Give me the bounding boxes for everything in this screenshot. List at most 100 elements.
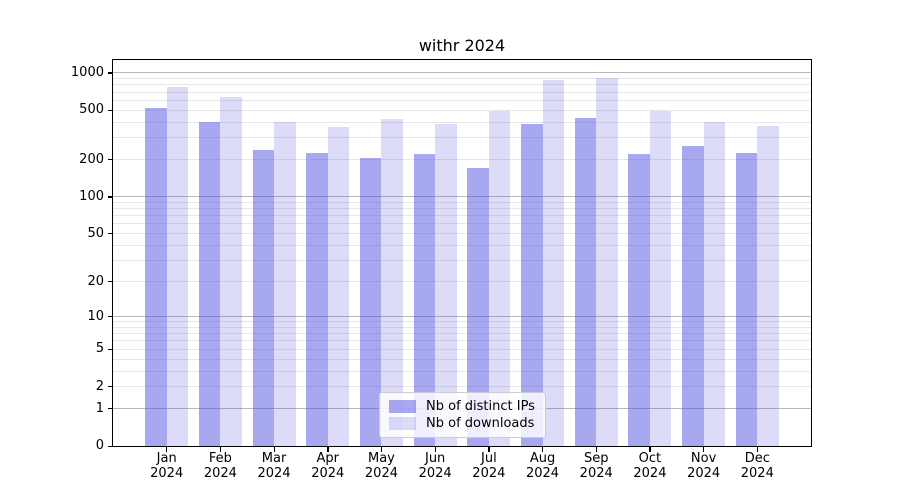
x-axis-tick-label: Apr 2024 xyxy=(311,451,345,481)
minor-gridline xyxy=(113,326,811,328)
bar-feb-distinct-ips xyxy=(198,121,221,446)
x-axis-tick xyxy=(219,447,222,452)
minor-gridline xyxy=(113,233,811,235)
legend: Nb of distinct IPs Nb of downloads xyxy=(379,392,546,438)
x-axis-tick xyxy=(595,447,598,452)
minor-gridline xyxy=(113,109,811,111)
minor-gridline xyxy=(113,201,811,203)
bar-may-downloads xyxy=(381,119,403,446)
bar-sep-distinct-ips xyxy=(574,118,597,446)
minor-gridline xyxy=(113,159,811,161)
y-axis-tick-label: 5 xyxy=(95,341,104,357)
minor-gridline xyxy=(113,321,811,323)
x-axis-tick xyxy=(488,447,490,452)
minor-gridline xyxy=(113,370,811,372)
y-axis-tick-label: 500 xyxy=(79,102,104,118)
minor-gridline xyxy=(113,78,811,80)
bar-apr-downloads xyxy=(327,127,350,446)
bar-jan-distinct-ips xyxy=(145,108,167,446)
bar-jun-distinct-ips xyxy=(413,154,436,446)
y-axis-tick-label: 1 xyxy=(95,400,104,416)
minor-gridline xyxy=(113,121,811,123)
plot-area xyxy=(113,60,811,446)
y-axis-tick xyxy=(108,72,113,74)
bar-may-distinct-ips xyxy=(359,158,382,446)
x-axis-tick-label: Nov 2024 xyxy=(687,451,721,481)
legend-item-downloads: Nb of downloads xyxy=(389,416,536,431)
bar-apr-distinct-ips xyxy=(306,153,328,446)
bar-aug-distinct-ips xyxy=(521,123,543,446)
y-axis-tick xyxy=(108,109,113,112)
minor-gridline xyxy=(113,99,811,101)
minor-gridline xyxy=(113,137,811,139)
bar-oct-distinct-ips xyxy=(628,154,650,446)
y-axis-tick-label: 1000 xyxy=(70,64,104,80)
bar-oct-downloads xyxy=(649,111,672,446)
y-axis-tick-label: 10 xyxy=(87,308,104,324)
x-axis-tick-label: Dec 2024 xyxy=(740,451,774,481)
minor-gridline xyxy=(113,348,811,350)
minor-gridline xyxy=(113,244,811,246)
x-axis-tick-label: Mar 2024 xyxy=(257,451,291,481)
bar-nov-distinct-ips xyxy=(682,145,704,446)
bar-mar-distinct-ips xyxy=(252,149,275,446)
x-axis-tick-label: Oct 2024 xyxy=(633,451,667,481)
y-axis-tick xyxy=(108,445,113,447)
y-axis-tick-label: 50 xyxy=(87,225,104,241)
minor-gridline xyxy=(113,333,811,335)
bar-mar-downloads xyxy=(274,122,296,446)
y-axis-tick-label: 0 xyxy=(95,438,104,453)
legend-swatch-downloads-icon xyxy=(389,417,416,430)
minor-gridline xyxy=(113,84,811,86)
bar-jul-distinct-ips xyxy=(467,168,489,446)
x-axis-tick xyxy=(380,447,383,452)
minor-gridline xyxy=(113,91,811,93)
y-axis-tick xyxy=(108,386,113,388)
legend-item-distinct-ips: Nb of distinct IPs xyxy=(389,399,536,414)
x-axis-tick xyxy=(327,447,329,452)
x-axis-tick xyxy=(166,447,168,452)
y-axis-tick xyxy=(108,316,113,318)
bar-jun-downloads xyxy=(435,123,457,446)
legend-label-distinct-ips: Nb of distinct IPs xyxy=(426,399,535,414)
x-axis-tick-label: Jul 2024 xyxy=(472,451,506,481)
y-axis-tick-label: 2 xyxy=(95,378,104,394)
x-axis-tick xyxy=(703,447,705,452)
minor-gridline xyxy=(113,358,811,360)
x-axis-tick-label: Feb 2024 xyxy=(203,451,237,481)
major-gridline xyxy=(113,196,811,198)
x-axis-tick xyxy=(542,447,544,452)
y-axis-tick-label: 20 xyxy=(87,273,104,289)
x-axis-tick xyxy=(273,447,275,452)
legend-label-downloads: Nb of downloads xyxy=(426,416,535,431)
bar-feb-downloads xyxy=(220,96,242,446)
minor-gridline xyxy=(113,260,811,262)
y-axis-tick xyxy=(108,233,113,235)
x-axis-tick xyxy=(649,447,651,452)
bar-jul-downloads xyxy=(488,110,511,446)
chart-title: withr 2024 xyxy=(418,36,506,55)
minor-gridline xyxy=(113,281,811,283)
bar-dec-distinct-ips xyxy=(735,153,758,446)
minor-gridline xyxy=(113,386,811,388)
legend-swatch-distinct-ips-icon xyxy=(389,400,416,413)
x-axis-tick xyxy=(434,447,436,452)
x-axis-tick xyxy=(756,447,759,452)
y-axis-tick xyxy=(108,408,113,410)
x-axis-tick-label: Sep 2024 xyxy=(579,451,613,481)
minor-gridline xyxy=(113,340,811,342)
major-gridline xyxy=(113,72,811,74)
y-axis-tick xyxy=(108,159,113,161)
y-axis-tick xyxy=(108,348,113,351)
y-axis-tick xyxy=(108,281,113,283)
bar-aug-downloads xyxy=(542,80,564,446)
x-axis-tick-label: Jun 2024 xyxy=(418,451,452,481)
y-axis-tick-label: 100 xyxy=(79,188,104,204)
bar-nov-downloads xyxy=(703,121,726,446)
y-axis-tick-label: 200 xyxy=(79,151,104,167)
minor-gridline xyxy=(113,223,811,225)
bar-dec-downloads xyxy=(757,125,779,446)
x-axis-tick-label: Jan 2024 xyxy=(150,451,184,481)
major-gridline xyxy=(113,316,811,317)
